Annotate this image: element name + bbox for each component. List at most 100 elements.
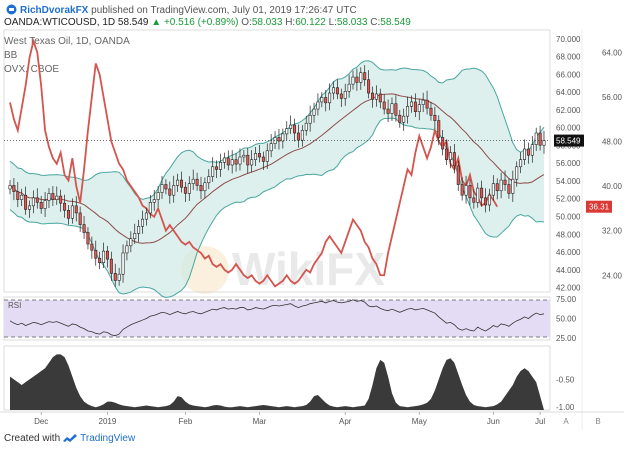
rsi-tick-label: 75.00 bbox=[556, 295, 577, 304]
ovx-tick-label: 32.00 bbox=[602, 227, 623, 236]
candle-body bbox=[406, 106, 410, 117]
indicator-main-series[interactable]: West Texas Oil, 1D, OANDA bbox=[4, 36, 130, 47]
high-label: H: bbox=[285, 17, 296, 28]
ovx-tick-label: 64.00 bbox=[602, 48, 623, 57]
candle-body bbox=[55, 195, 59, 200]
footer-brand[interactable]: TradingView bbox=[80, 433, 136, 444]
candle-body bbox=[121, 252, 125, 275]
candle-body bbox=[519, 159, 523, 168]
time-tick-label: Jun bbox=[487, 417, 500, 426]
candle-body bbox=[218, 162, 222, 170]
candle-body bbox=[187, 183, 191, 194]
watermark-text: WikiFX bbox=[232, 243, 385, 295]
candle-body bbox=[456, 165, 460, 185]
candle-body bbox=[293, 124, 297, 134]
time-tick-label: Apr bbox=[339, 417, 352, 426]
candle-body bbox=[452, 152, 456, 167]
candle-body bbox=[534, 132, 538, 145]
candle-body bbox=[409, 101, 413, 107]
last-price: 58.549 bbox=[117, 17, 149, 28]
candle-body bbox=[51, 193, 55, 200]
candle-body bbox=[137, 225, 141, 234]
candle-body bbox=[82, 224, 86, 233]
candle-body bbox=[207, 176, 211, 184]
price-tick-label: 52.000 bbox=[556, 195, 581, 204]
candle-body bbox=[242, 154, 246, 158]
candle-body bbox=[277, 137, 281, 142]
indicator-legend: West Texas Oil, 1D, OANDA BB OVX, CBOE bbox=[4, 35, 130, 77]
price-tick-label: 68.000 bbox=[556, 53, 581, 62]
price-tick-label: 70.000 bbox=[556, 35, 581, 44]
candle-body bbox=[312, 108, 316, 116]
candle-body bbox=[269, 143, 273, 152]
indicator-bb[interactable]: BB bbox=[4, 50, 18, 61]
candle-body bbox=[164, 184, 168, 190]
candle-body bbox=[113, 273, 117, 281]
candle-body bbox=[238, 156, 242, 165]
candle-body bbox=[332, 87, 336, 94]
candle-body bbox=[542, 140, 546, 146]
candle-body bbox=[63, 202, 67, 211]
candle-body bbox=[304, 122, 308, 131]
candle-body bbox=[296, 132, 300, 141]
candle-body bbox=[24, 194, 28, 210]
chart-canvas[interactable]: WikiFX 70.000 68.000 66.000 64.000 62.000 60.… bbox=[0, 0, 624, 430]
candle-body bbox=[526, 148, 530, 156]
candle-body bbox=[156, 192, 160, 200]
candle-body bbox=[402, 115, 406, 123]
candle-body bbox=[464, 185, 468, 196]
open-value: 58.033 bbox=[251, 17, 283, 28]
candle-body bbox=[98, 257, 102, 263]
candle-body bbox=[234, 159, 238, 165]
time-tick-label: Feb bbox=[179, 417, 193, 426]
published-text: published on TradingView.com, July 01, 2… bbox=[91, 5, 357, 16]
candle-body bbox=[386, 108, 390, 114]
candle-body bbox=[109, 258, 113, 274]
candle-body bbox=[222, 157, 226, 163]
candle-body bbox=[31, 197, 35, 207]
author-name[interactable]: RichDvorakFX bbox=[20, 5, 89, 16]
candle-body bbox=[476, 187, 480, 203]
candle-body bbox=[176, 179, 180, 186]
candle-body bbox=[460, 184, 464, 196]
last-price-box bbox=[554, 134, 584, 147]
candle-body bbox=[117, 273, 121, 281]
candle-body bbox=[484, 197, 488, 206]
ovx-last-label: 36.31 bbox=[589, 203, 610, 212]
price-tick-label: 62.000 bbox=[556, 106, 581, 115]
tradingview-avatar-icon bbox=[6, 4, 17, 15]
publication-line: RichDvorakFX published on TradingView.co… bbox=[6, 4, 357, 16]
area-fill bbox=[10, 354, 544, 410]
indicator-ovx[interactable]: OVX, CBOE bbox=[4, 64, 60, 75]
candle-body bbox=[191, 178, 195, 184]
candle-body bbox=[289, 124, 293, 129]
candle-body bbox=[105, 250, 109, 260]
rsi-tick-label: 25.00 bbox=[556, 334, 577, 343]
candle-body bbox=[429, 107, 433, 116]
ovx-tick-label: 48.00 bbox=[602, 137, 623, 146]
candle-body bbox=[246, 154, 250, 166]
candle-body bbox=[254, 153, 258, 160]
candle-body bbox=[394, 103, 398, 116]
candle-body bbox=[355, 76, 359, 83]
bb-basis-line bbox=[9, 93, 545, 244]
candle-body bbox=[273, 137, 277, 144]
rsi-tick-label: 50.00 bbox=[556, 315, 577, 324]
candle-body bbox=[421, 99, 425, 105]
candle-body bbox=[59, 195, 63, 204]
candle-body bbox=[390, 103, 394, 114]
candle-body bbox=[86, 232, 90, 245]
candle-body bbox=[152, 199, 156, 203]
candle-body bbox=[491, 183, 495, 196]
high-value: 60.122 bbox=[295, 17, 326, 28]
candle-body bbox=[363, 72, 367, 81]
candle-body bbox=[530, 144, 534, 156]
candle-body bbox=[141, 218, 145, 227]
candle-body bbox=[374, 93, 378, 100]
candle-body bbox=[47, 193, 51, 201]
time-tick-label: 2019 bbox=[99, 417, 117, 426]
candle-body bbox=[328, 92, 332, 104]
candle-body bbox=[367, 79, 371, 94]
candle-body bbox=[487, 194, 491, 206]
candle-body bbox=[90, 243, 94, 251]
